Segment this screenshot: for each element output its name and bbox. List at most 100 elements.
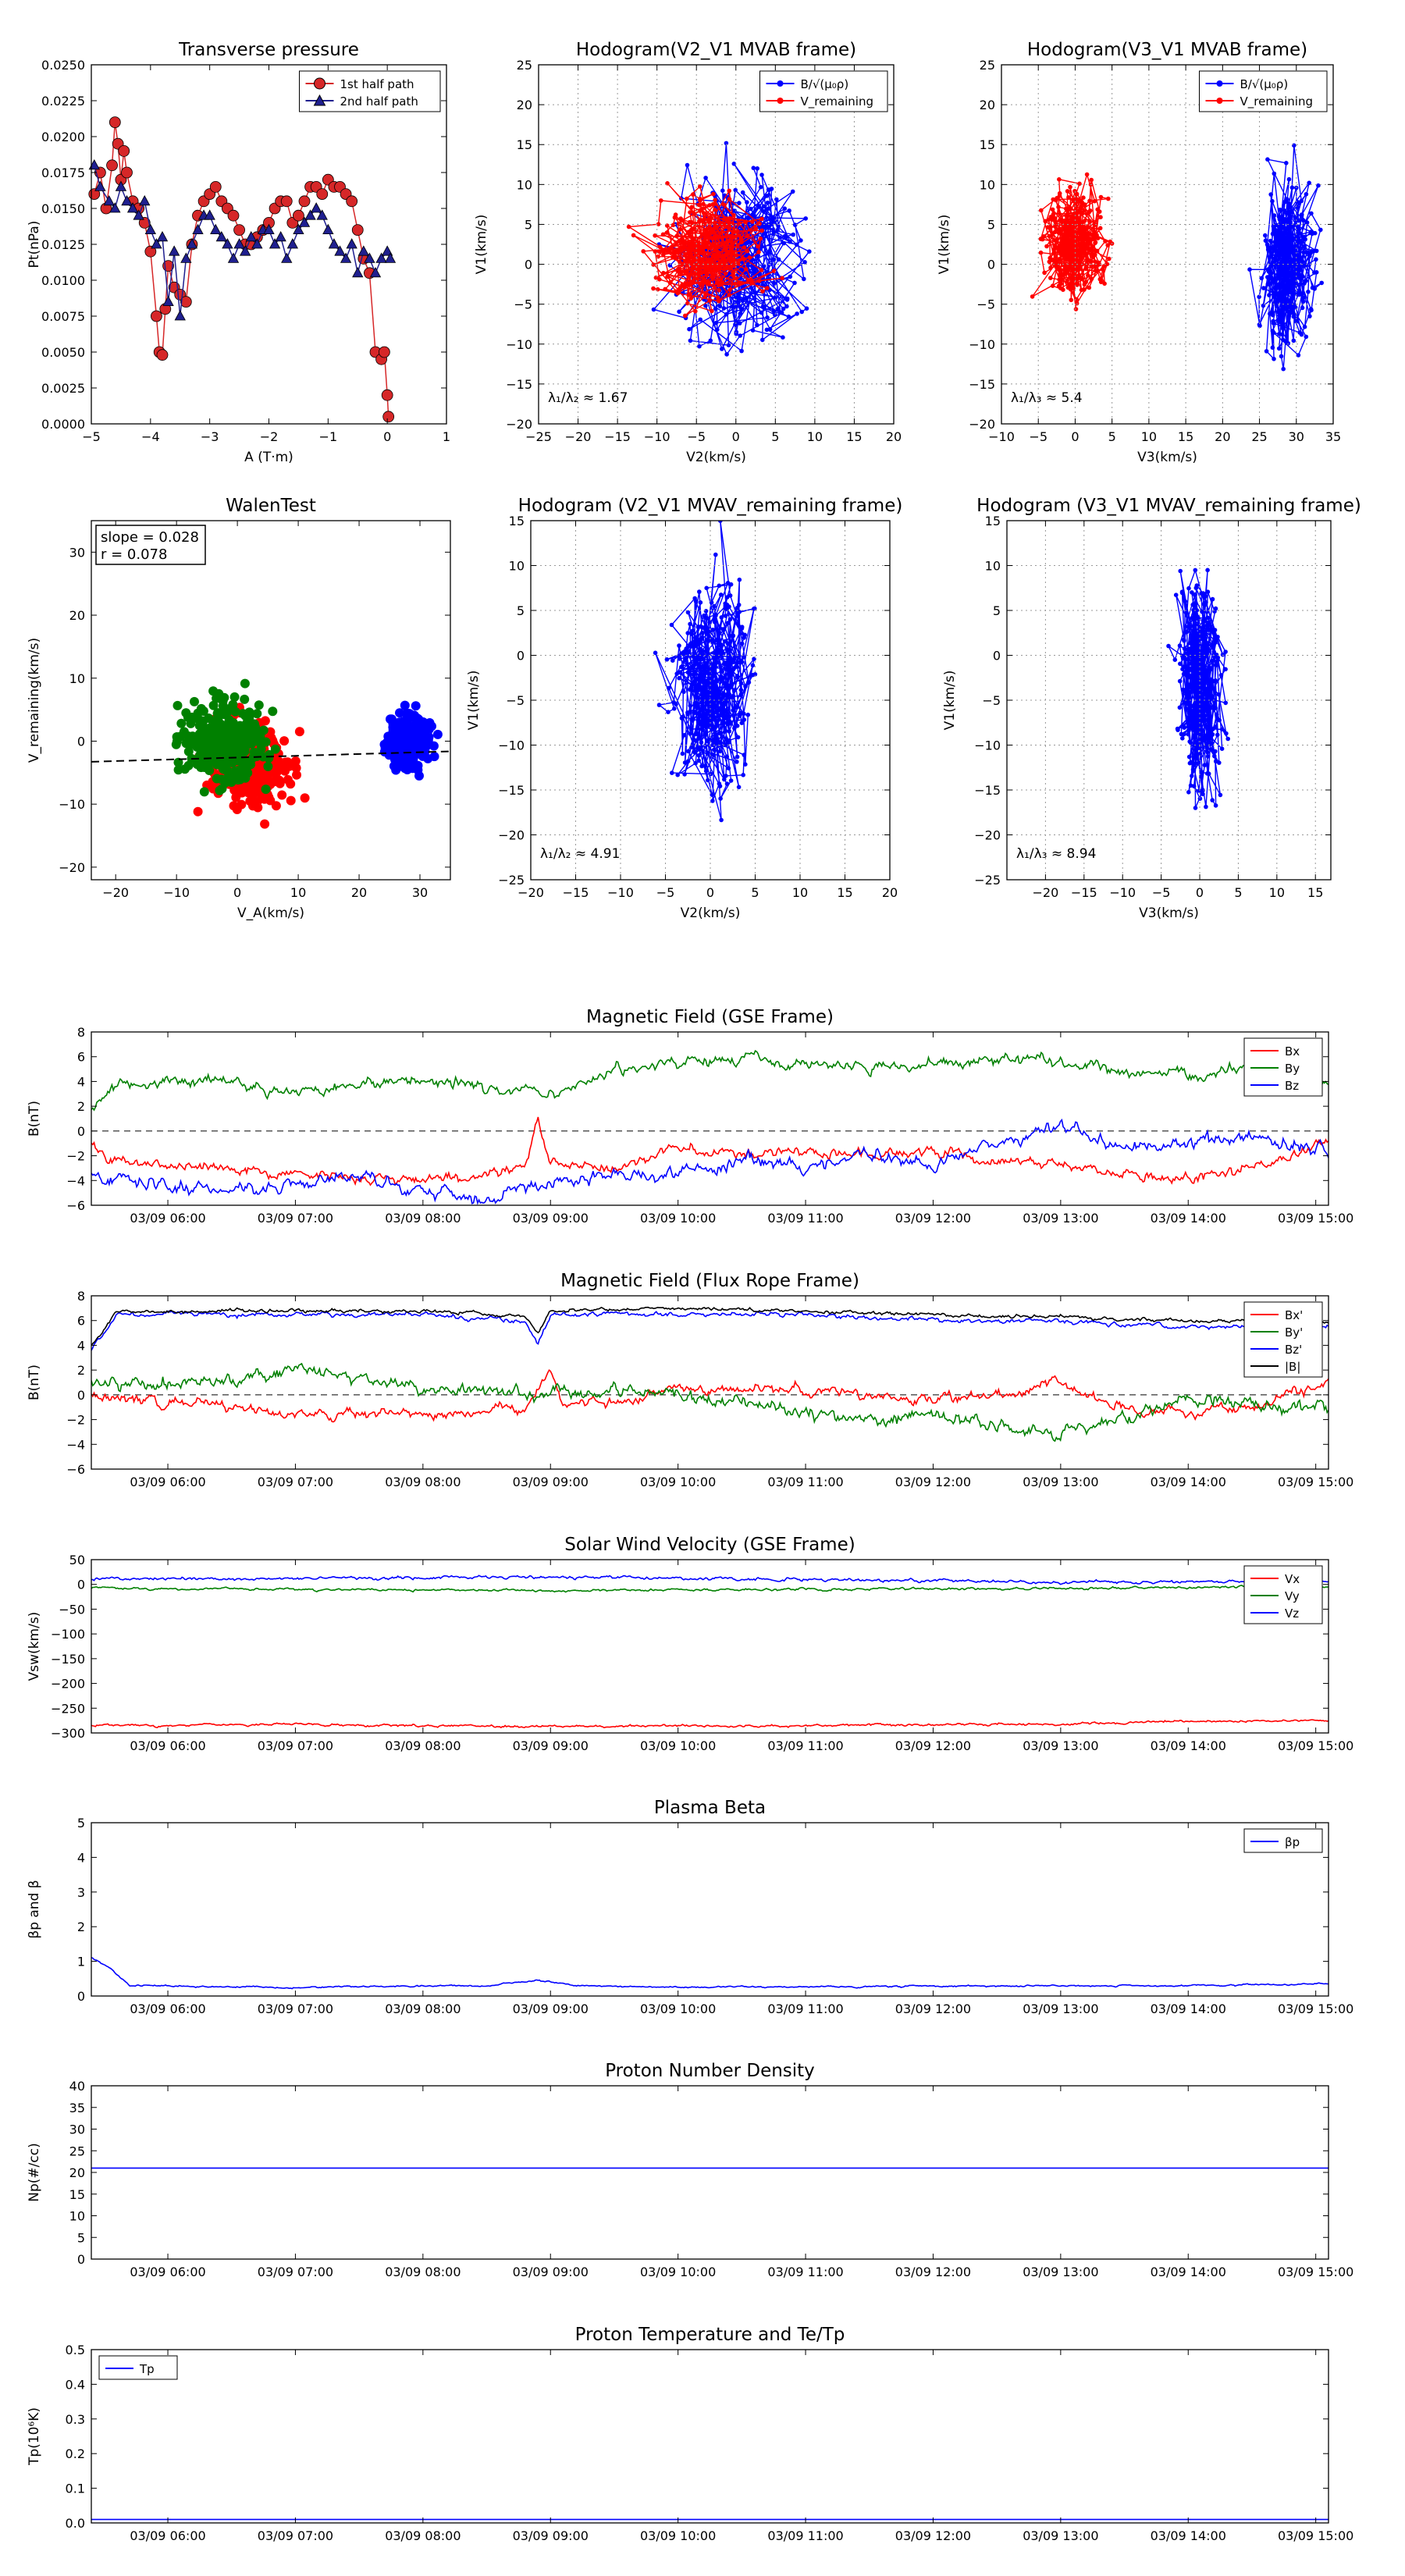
h12-point (740, 190, 745, 195)
hr13-point (1206, 718, 1211, 723)
h12-point (790, 189, 795, 194)
h13-point (1087, 231, 1093, 237)
tp-point (126, 202, 139, 213)
hr12-point (713, 651, 718, 656)
tp-point (351, 224, 364, 237)
hr13-point (1203, 635, 1208, 641)
hr13-ytick-label: 10 (985, 559, 1001, 574)
h12-point (765, 200, 770, 205)
walen-point (292, 770, 301, 780)
tp-point (109, 202, 121, 213)
tp-point (115, 180, 127, 191)
hr12-point (731, 708, 735, 713)
h13-point (1069, 206, 1073, 211)
h13-point (1067, 265, 1072, 271)
h13-point (1079, 205, 1083, 209)
hr13-point (1181, 671, 1186, 677)
h13-point (1295, 199, 1300, 205)
h13-point (1307, 254, 1312, 259)
h12-ytick-label: −10 (506, 337, 532, 352)
walen-ylabel: V_remaining(km/s) (27, 638, 42, 763)
tp2-plot-area (91, 2350, 1329, 2523)
hr12-point (698, 600, 703, 605)
hr13-point (1214, 635, 1219, 640)
beta-xtick-label: 03/09 15:00 (1278, 2001, 1353, 2016)
h13-point (1071, 240, 1076, 244)
walen-point (212, 693, 222, 703)
hr12-point (726, 683, 731, 688)
h13-point (1304, 250, 1309, 255)
beta-title: Plasma Beta (654, 1798, 766, 1818)
h13-point (1274, 240, 1279, 244)
h12-xtick-label: 15 (846, 429, 862, 444)
h13-point (1274, 222, 1279, 228)
h12-point (766, 251, 770, 255)
h13-point (1038, 237, 1044, 241)
h13-point (1307, 180, 1311, 186)
tp2-ytick-label: 0.1 (66, 2482, 85, 2496)
walen-point (183, 746, 194, 756)
walen-point (403, 749, 412, 760)
hr12-point (685, 610, 691, 615)
tp-xtick-label: −1 (319, 429, 338, 444)
bgse-series-line (91, 1119, 1329, 1205)
h12-point (687, 326, 692, 332)
hr13-point (1193, 568, 1198, 573)
h13-point (1280, 316, 1286, 321)
walen-point (247, 738, 257, 749)
hr12-point (712, 747, 717, 753)
hr12-point (703, 609, 709, 614)
h13-point (1067, 233, 1072, 238)
hr12-point (693, 731, 698, 737)
hr12-point (738, 710, 743, 715)
tp2-xtick-label: 03/09 07:00 (258, 2528, 333, 2543)
hr12-point (710, 628, 716, 632)
hr12-point (669, 622, 674, 628)
hr12-point (693, 738, 699, 743)
h13-point (1074, 301, 1080, 306)
h12-point (715, 234, 720, 239)
h12-point (655, 286, 660, 292)
tp2-ylabel: Tp(10⁶K) (27, 2407, 42, 2466)
h12-point (695, 276, 699, 281)
hr13-xtick-label: −20 (1033, 885, 1059, 900)
hr13-point (1203, 645, 1208, 650)
bfr-title: Magnetic Field (Flux Rope Frame) (560, 1271, 859, 1291)
hr13-point (1200, 792, 1205, 797)
h12-point (692, 272, 698, 276)
hr12-point (710, 752, 715, 757)
hr12-point (693, 760, 698, 766)
h13-point (1097, 209, 1102, 214)
np-frame (91, 2085, 1329, 2260)
hr12-point (715, 688, 720, 694)
tp-point (210, 223, 222, 235)
hr12-point (736, 785, 742, 790)
hr13-point (1186, 754, 1192, 760)
h13-point (1302, 244, 1307, 249)
h12-ytick-label: −15 (506, 377, 532, 392)
h13-point (1257, 322, 1262, 327)
h12-ytick-label: 5 (525, 217, 532, 232)
hr12-point (686, 749, 691, 754)
h13-point (1061, 287, 1065, 293)
hr13-point (1190, 616, 1195, 621)
h12-point (723, 271, 728, 276)
hr12-point (699, 649, 705, 653)
h12-point (705, 236, 710, 240)
tp-point (304, 209, 316, 220)
h13-point (1279, 244, 1284, 250)
beta-xtick-label: 03/09 06:00 (130, 2001, 205, 2016)
h12-point (749, 206, 753, 212)
h13-point (1080, 224, 1086, 229)
h13-point (1314, 248, 1319, 254)
walen-point (230, 706, 240, 717)
vsw-xtick-label: 03/09 06:00 (130, 1738, 205, 1753)
h12-point (747, 255, 752, 260)
h13-point (1084, 172, 1090, 177)
h12-point (660, 252, 666, 258)
h12-point (713, 220, 717, 226)
hr12-point (703, 626, 708, 631)
hr12-point (699, 722, 704, 728)
hr12-point (680, 751, 685, 756)
h13-point (1247, 267, 1252, 272)
